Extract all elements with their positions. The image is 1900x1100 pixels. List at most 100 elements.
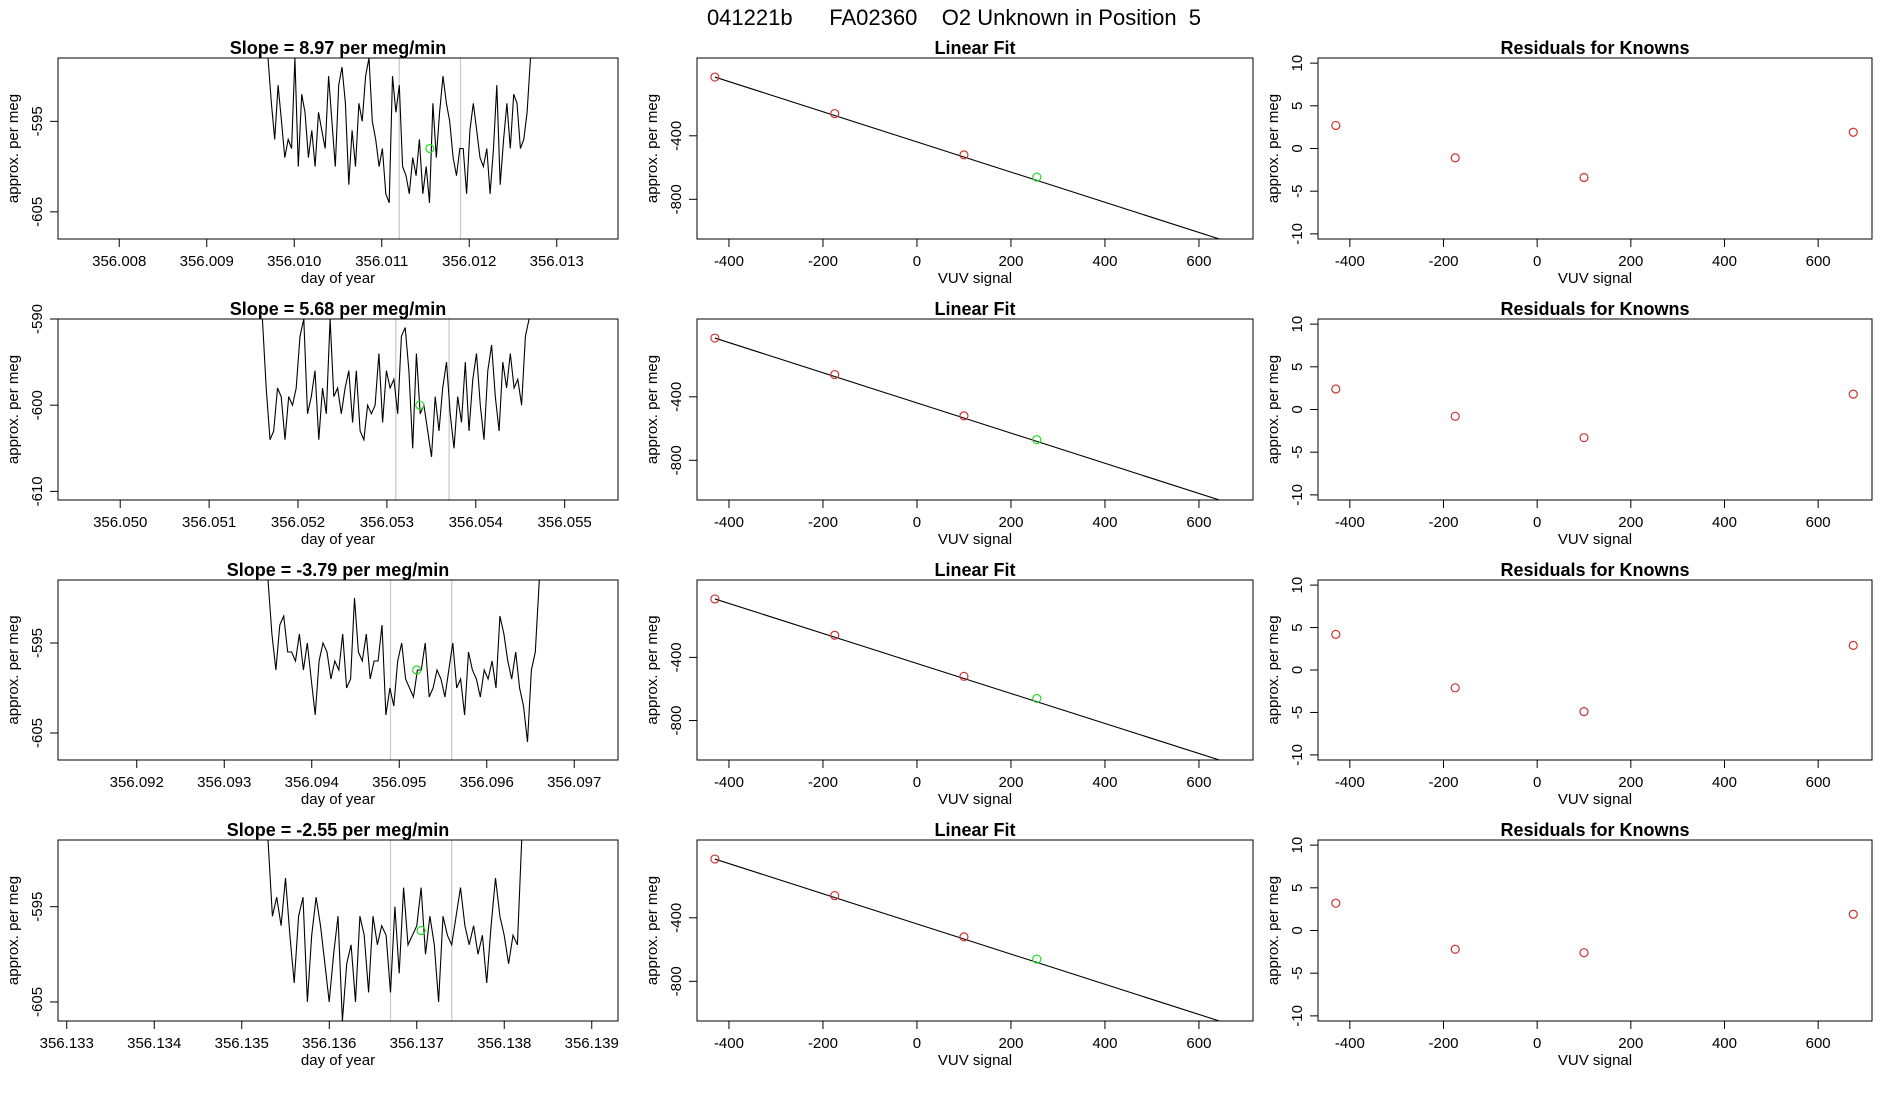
- x-tick-label: 600: [1806, 774, 1831, 791]
- y-tick-label: -800: [668, 966, 685, 996]
- y-tick-label: -595: [29, 892, 46, 922]
- panel-title: Slope = -3.79 per meg/min: [227, 560, 450, 580]
- y-tick-label: -10: [1289, 484, 1306, 506]
- y-tick-label: -400: [668, 121, 685, 151]
- x-tick-label: -400: [714, 774, 744, 791]
- x-tick-label: -200: [1428, 1035, 1458, 1052]
- known-point: [959, 932, 969, 942]
- x-axis-label: day of year: [301, 270, 375, 287]
- x-tick-label: -400: [1335, 514, 1365, 531]
- panel-title: Linear Fit: [934, 299, 1015, 319]
- x-tick-label: 356.137: [390, 1035, 444, 1052]
- x-tick-label: 600: [1806, 514, 1831, 531]
- panel-8: Residuals for Knowns -400 -200 0 200 400 600 10…: [1265, 38, 1873, 287]
- x-tick-label: 356.097: [547, 774, 601, 791]
- y-tick-label: -5: [1289, 706, 1306, 719]
- x-tick-label: -200: [808, 514, 838, 531]
- x-tick-label: 356.051: [182, 514, 236, 531]
- residual-point: [1450, 683, 1460, 693]
- y-tick-label: -605: [29, 987, 46, 1017]
- plot-area: [261, 319, 530, 500]
- y-tick-label: -400: [668, 903, 685, 933]
- panel-7: Linear Fit -400 -200 0 200 400 600 -400 -800 VUV …: [644, 820, 1254, 1069]
- panel-10: Residuals for Knowns -400 -200 0 200 400 600 10…: [1265, 560, 1873, 808]
- plot-frame: [1317, 839, 1873, 1022]
- unknown-mean-point: [415, 400, 425, 410]
- figure-title: 041221b FA02360 O2 Unknown in Position 5: [707, 5, 1201, 30]
- x-tick-label: 356.139: [565, 1035, 619, 1052]
- x-tick-label: 400: [1092, 514, 1117, 531]
- y-tick-label: 5: [1289, 102, 1306, 110]
- residual-point: [1331, 120, 1341, 131]
- x-tick-label: 356.134: [127, 1035, 181, 1052]
- y-tick-label: -10: [1289, 1005, 1306, 1027]
- x-axis-label: VUV signal: [938, 531, 1012, 548]
- residual-point: [1579, 172, 1589, 183]
- x-tick-label: 600: [1186, 253, 1211, 270]
- x-tick-label: -200: [808, 774, 838, 791]
- x-tick-label: 0: [1533, 253, 1541, 270]
- plot-area: [1331, 120, 1858, 183]
- known-point: [710, 72, 720, 82]
- panel-1: Slope = 5.68 per meg/min 356.050 356.051 35…: [5, 299, 619, 548]
- x-tick-label: 0: [1533, 514, 1541, 531]
- x-tick-label: 0: [913, 774, 921, 791]
- known-point: [1230, 240, 1238, 248]
- known-point: [1230, 501, 1238, 509]
- x-tick-label: 356.092: [110, 774, 164, 791]
- residual-point: [1848, 389, 1858, 399]
- x-axis-label: VUV signal: [1558, 791, 1632, 808]
- unknown-mean-point: [416, 925, 426, 936]
- x-tick-label: 200: [998, 774, 1023, 791]
- plot-area: [1331, 898, 1858, 958]
- panel-title: Residuals for Knowns: [1500, 38, 1689, 58]
- y-tick-label: -5: [1289, 446, 1306, 459]
- panel-title: Slope = -2.55 per meg/min: [227, 820, 450, 840]
- x-tick-label: 400: [1092, 1035, 1117, 1052]
- x-tick-label: 600: [1806, 1035, 1831, 1052]
- known-point: [830, 630, 840, 640]
- panel-0: Slope = 8.97 per meg/min 356.008 356.009 35…: [5, 38, 619, 287]
- panel-title: Linear Fit: [934, 560, 1015, 580]
- y-tick-label: -605: [29, 718, 46, 748]
- x-tick-label: -200: [1428, 774, 1458, 791]
- unknown-mean-point: [425, 143, 435, 154]
- known-point: [959, 671, 969, 681]
- panel-6: Linear Fit -400 -200 0 200 400 600 -400 -800 VUV …: [644, 560, 1254, 808]
- panel-2: Slope = -3.79 per meg/min 356.092 356.093 3…: [5, 560, 619, 808]
- x-tick-label: 0: [913, 253, 921, 270]
- residual-point: [1579, 433, 1589, 443]
- unknown-point: [1032, 954, 1042, 964]
- plot-area: [710, 594, 1222, 760]
- known-point: [830, 108, 840, 119]
- y-tick-label: -10: [1289, 223, 1306, 245]
- panel-title: Residuals for Knowns: [1500, 820, 1689, 840]
- residual-point: [1450, 411, 1460, 421]
- unknown-point: [1032, 693, 1042, 704]
- x-tick-label: 356.008: [92, 253, 146, 270]
- y-axis-label: approx. per meg: [1265, 355, 1282, 464]
- panel-5: Linear Fit -400 -200 0 200 400 600 -400 -800 VUV …: [644, 299, 1254, 548]
- y-tick-label: 0: [1289, 666, 1306, 674]
- known-point: [959, 150, 969, 160]
- plot-frame: [57, 579, 619, 761]
- y-tick-label: -10: [1289, 744, 1306, 766]
- x-tick-label: 356.054: [449, 514, 503, 531]
- x-tick-label: 200: [998, 514, 1023, 531]
- x-axis-label: VUV signal: [1558, 1052, 1632, 1069]
- known-point: [710, 594, 720, 604]
- signal-series-line: [267, 58, 532, 203]
- unknown-mean-point: [412, 665, 422, 675]
- panel-9: Residuals for Knowns -400 -200 0 200 400 600 10…: [1265, 299, 1873, 548]
- x-tick-label: 356.096: [460, 774, 514, 791]
- fit-line: [714, 858, 1222, 1021]
- known-point: [830, 890, 840, 901]
- x-axis-label: VUV signal: [1558, 531, 1632, 548]
- x-axis-label: VUV signal: [938, 1052, 1012, 1069]
- residual-point: [1331, 629, 1341, 639]
- plot-area: [1331, 629, 1858, 717]
- residual-point: [1331, 898, 1341, 908]
- y-axis-label: approx. per meg: [644, 615, 661, 724]
- y-tick-label: 10: [1289, 55, 1306, 72]
- y-tick-label: -800: [668, 445, 685, 475]
